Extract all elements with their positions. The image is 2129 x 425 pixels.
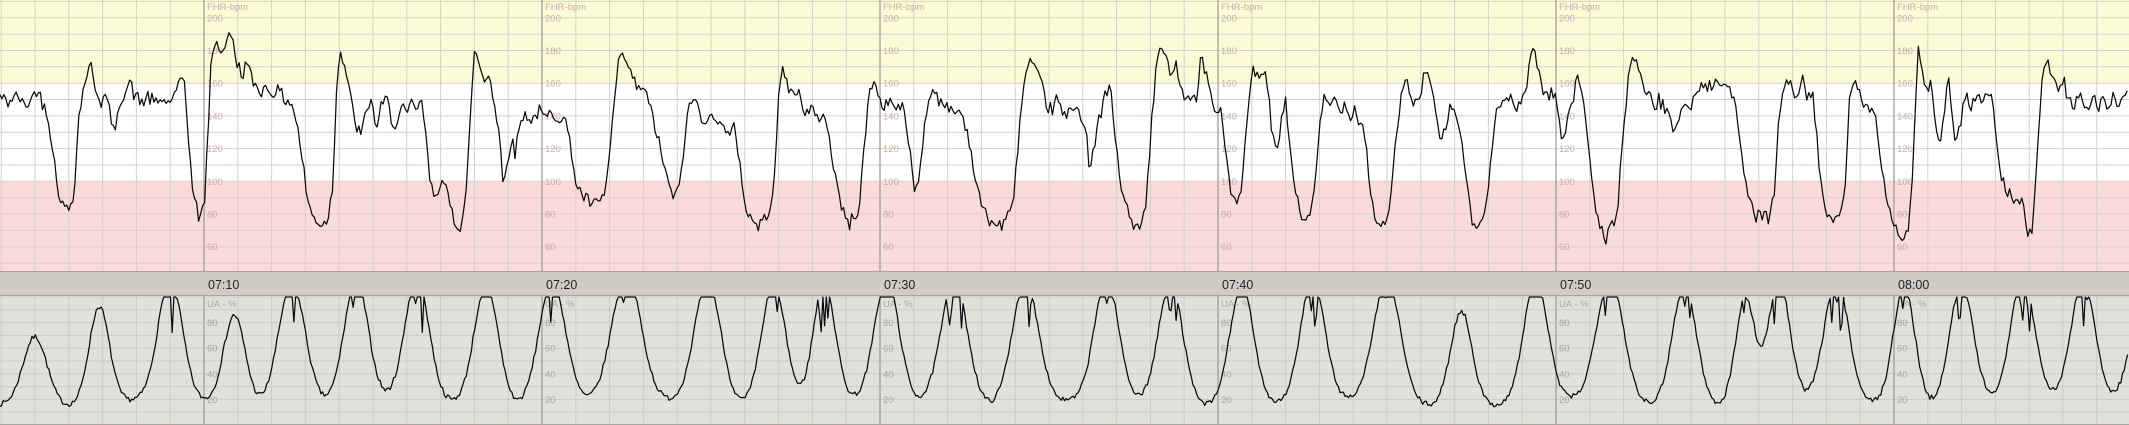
fhr-axis-tick-label: 160 (545, 79, 561, 90)
fhr-axis-tick-label: 180 (1559, 46, 1575, 57)
ua-panel-title: UA - % (1221, 299, 1251, 310)
fhr-axis-tick-label: 200 (207, 14, 223, 25)
ua-panel-title: UA - % (207, 299, 237, 310)
fhr-axis-tick-label: 160 (1559, 79, 1575, 90)
ua-axis-tick-label: 40 (1559, 369, 1570, 380)
ua-axis-tick-label: 60 (207, 344, 218, 355)
fhr-axis-tick-label: 100 (1559, 177, 1575, 188)
fhr-axis-tick-label: 60 (1559, 242, 1570, 253)
ua-trace (0, 296, 2129, 408)
time-tick-label: 07:20 (546, 278, 577, 292)
ua-axis-tick-label: 60 (1221, 344, 1232, 355)
fhr-axis-tick-label: 180 (1897, 46, 1913, 57)
ua-panel-title: UA - % (883, 299, 913, 310)
fhr-panel: FHR-bpm2001801601401201008060FHR-bpm2001… (0, 0, 2129, 271)
fhr-axis-tick-label: 180 (883, 46, 899, 57)
ua-axis-tick-label: 80 (1559, 318, 1570, 329)
fhr-axis-tick-label: 200 (883, 14, 899, 25)
ua-axis-tick-label: 20 (883, 395, 894, 406)
fhr-axis-tick-label: 160 (883, 79, 899, 90)
fhr-axis-tick-label: 120 (1559, 144, 1575, 155)
fhr-axis-tick-label: 60 (1221, 242, 1232, 253)
fhr-axis-tick-label: 160 (1221, 79, 1237, 90)
fhr-panel-title: FHR-bpm (1559, 2, 1600, 13)
fhr-axis-tick-label: 140 (1221, 111, 1237, 122)
fhr-axis-tick-label: 60 (883, 242, 894, 253)
ua-axis-tick-label: 20 (1897, 395, 1908, 406)
fhr-axis-tick-label: 100 (883, 177, 899, 188)
fhr-axis-tick-label: 120 (883, 144, 899, 155)
ua-axis-tick-label: 60 (1897, 344, 1908, 355)
ua-axis-tick-label: 80 (1221, 318, 1232, 329)
ua-axis-tick-label: 20 (1559, 395, 1570, 406)
ua-axis-tick-label: 40 (883, 369, 894, 380)
fhr-axis-tick-label: 60 (1897, 242, 1908, 253)
ua-axis-tick-label: 60 (1559, 344, 1570, 355)
fhr-axis-tick-label: 180 (207, 46, 223, 57)
fhr-axis-tick-label: 80 (545, 210, 556, 221)
ua-panel-title: UA - % (1897, 299, 1927, 310)
time-tick-label: 07:10 (208, 278, 239, 292)
fhr-axis-tick-label: 140 (1897, 111, 1913, 122)
fhr-axis-tick-label: 140 (207, 111, 223, 122)
fhr-panel-title: FHR-bpm (1221, 2, 1262, 13)
fhr-axis-tick-label: 160 (207, 79, 223, 90)
fhr-band-tachycardia (0, 0, 2129, 84)
fhr-axis-tick-label: 200 (1897, 14, 1913, 25)
fhr-axis-tick-label: 80 (207, 210, 218, 221)
fhr-axis-tick-label: 80 (1559, 210, 1570, 221)
fhr-trace (0, 32, 2128, 245)
fhr-axis-tick-label: 200 (1559, 14, 1575, 25)
fhr-axis-tick-label: 100 (1897, 177, 1913, 188)
fhr-axis-tick-label: 120 (1897, 144, 1913, 155)
fhr-axis-tick-label: 120 (207, 144, 223, 155)
ua-axis-tick-label: 60 (545, 344, 556, 355)
fhr-axis-tick-label: 60 (207, 242, 218, 253)
fhr-axis-tick-label: 140 (883, 111, 899, 122)
fhr-axis-tick-label: 200 (545, 14, 561, 25)
time-tick-label: 07:30 (884, 278, 915, 292)
ua-axis-tick-label: 20 (545, 395, 556, 406)
ua-panel-title: UA - % (545, 299, 575, 310)
fhr-axis-tick-label: 80 (1897, 210, 1908, 221)
time-strip-background (0, 271, 2129, 296)
fhr-gridlines (0, 0, 2129, 271)
fhr-axis-tick-label: 60 (545, 242, 556, 253)
fhr-panel-title: FHR-bpm (207, 2, 248, 13)
time-axis-strip: 07:10 07:20 07:30 07:40 07:50 08:00 (0, 271, 2129, 296)
ua-axis-tick-label: 20 (1221, 395, 1232, 406)
fhr-axis-tick-label: 200 (1221, 14, 1237, 25)
fhr-axis-tick-label: 100 (207, 177, 223, 188)
ua-axis-tick-label: 40 (1221, 369, 1232, 380)
ua-axis-tick-label: 20 (207, 395, 218, 406)
fhr-axis-tick-label: 140 (1559, 111, 1575, 122)
fhr-axis-tick-label: 120 (1221, 144, 1237, 155)
time-tick-label: 07:50 (1560, 278, 1591, 292)
fhr-axis-tick-label: 180 (545, 46, 561, 57)
ua-axis-tick-label: 40 (1897, 369, 1908, 380)
fhr-panel-title: FHR-bpm (1897, 2, 1938, 13)
time-tick-label: 07:40 (1222, 278, 1253, 292)
fhr-panel-title: FHR-bpm (883, 2, 924, 13)
fhr-axis-tick-label: 80 (1221, 210, 1232, 221)
fhr-axis-tick-label: 120 (545, 144, 561, 155)
ua-panel-title: UA - % (1559, 299, 1589, 310)
ua-axis-tick-label: 80 (883, 318, 894, 329)
ua-axis-tick-label: 40 (207, 369, 218, 380)
ua-panel: UA - % 80 60 40 20 UA - % 80 60 40 20 UA - % 80 60 40… (0, 296, 2129, 425)
ua-axis-tick-label: 80 (545, 318, 556, 329)
ua-axis-tick-label: 60 (883, 344, 894, 355)
time-tick-label: 08:00 (1898, 278, 1929, 292)
fhr-axis-tick-label: 160 (1897, 79, 1913, 90)
fhr-axis-tick-label: 80 (883, 210, 894, 221)
fhr-axis-tick-label: 180 (1221, 46, 1237, 57)
fhr-axis-tick-label: 100 (1221, 177, 1237, 188)
fhr-axis-tick-label: 100 (545, 177, 561, 188)
ua-axis-tick-label: 80 (1897, 318, 1908, 329)
ua-axis-tick-label: 40 (545, 369, 556, 380)
fhr-panel-title: FHR-bpm (545, 2, 586, 13)
ua-axis-tick-label: 80 (207, 318, 218, 329)
